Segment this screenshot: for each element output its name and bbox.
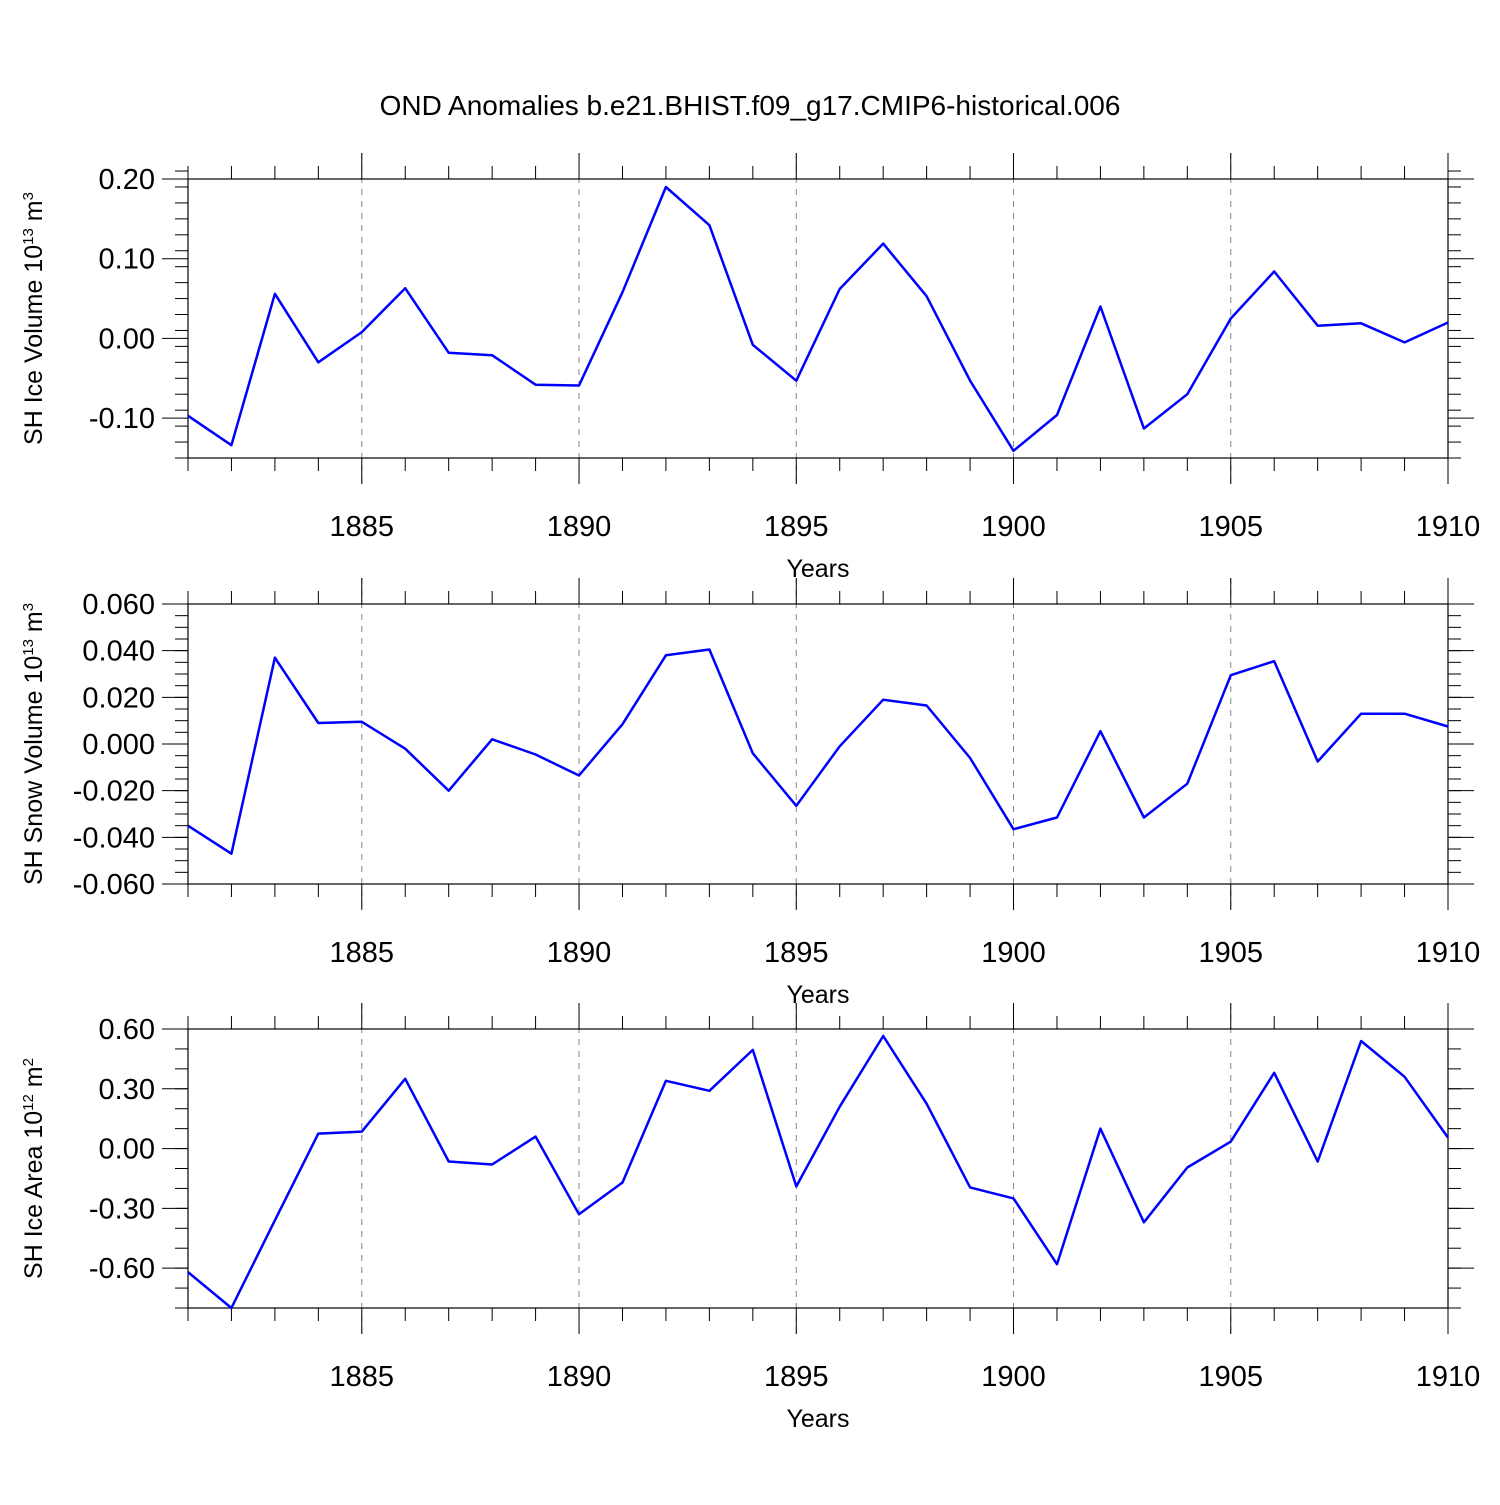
y-axis-label: SH Ice Volume 1013 m3 — [20, 192, 48, 445]
y-tick-label: 0.00 — [99, 323, 155, 355]
x-tick-label: 1890 — [547, 511, 612, 543]
x-axis-label: Years — [786, 555, 849, 583]
x-axis-label: Years — [786, 1405, 849, 1433]
series-line-ice-area — [187, 1034, 1450, 1310]
plot-frame — [187, 1028, 1449, 1309]
y-tick-label: 0.20 — [99, 164, 155, 196]
y-tick-label: -0.60 — [89, 1253, 155, 1285]
plot-frame — [187, 603, 1449, 885]
series-line-snow-volume — [187, 648, 1449, 855]
series-line-ice-volume — [187, 185, 1449, 453]
x-tick-label: 1905 — [1199, 1361, 1264, 1393]
y-tick-label: 0.00 — [99, 1134, 155, 1166]
x-axis-label: Years — [786, 981, 849, 1009]
y-tick-label: -0.10 — [89, 403, 155, 435]
y-tick-label: -0.060 — [73, 869, 155, 901]
x-tick-label: 1910 — [1416, 1361, 1481, 1393]
x-tick-label: 1910 — [1416, 937, 1481, 969]
x-tick-label: 1900 — [981, 937, 1046, 969]
x-tick-label: 1895 — [764, 937, 829, 969]
panel-snow-volume: 0.060 0.040 0.020 0.000 -0.020 -0.040 -0.060 18… — [20, 578, 1480, 1009]
x-tick-label: 1895 — [764, 511, 829, 543]
plot-frame — [187, 178, 1449, 459]
y-tick-label: -0.30 — [89, 1193, 155, 1225]
y-axis-label: SH Snow Volume 1013 m3 — [20, 603, 48, 885]
x-tick-label: 1890 — [547, 1361, 612, 1393]
x-tick-label: 1885 — [330, 511, 395, 543]
y-tick-label: 0.060 — [82, 589, 155, 621]
x-tick-label: 1900 — [981, 511, 1046, 543]
y-tick-label: 0.000 — [82, 729, 155, 761]
x-tick-label: 1905 — [1199, 937, 1264, 969]
y-tick-label: 0.10 — [99, 244, 155, 276]
y-tick-label: -0.020 — [73, 776, 155, 808]
y-axis-label: SH Ice Area 1012 m2 — [20, 1058, 48, 1279]
x-tick-label: 1885 — [330, 937, 395, 969]
y-tick-label: 0.30 — [99, 1074, 155, 1106]
y-tick-label: 0.60 — [99, 1014, 155, 1046]
y-tick-label: 0.020 — [82, 682, 155, 714]
x-tick-label: 1900 — [981, 1361, 1046, 1393]
y-tick-label: -0.040 — [73, 822, 155, 854]
x-tick-label: 1890 — [547, 937, 612, 969]
x-tick-label: 1910 — [1416, 511, 1481, 543]
panel-ice-volume: 0.20 0.10 0.00 -0.10 1885 1890 1895 1900 1905 191… — [20, 153, 1480, 583]
x-tick-label: 1905 — [1199, 511, 1264, 543]
x-tick-label: 1895 — [764, 1361, 829, 1393]
x-tick-label: 1885 — [330, 1361, 395, 1393]
panel-ice-area: 0.60 0.30 0.00 -0.30 -0.60 1885 1890 1895 1900 19… — [20, 1003, 1480, 1433]
y-tick-label: 0.040 — [82, 636, 155, 668]
figure-title: OND Anomalies b.e21.BHIST.f09_g17.CMIP6-… — [380, 90, 1121, 121]
